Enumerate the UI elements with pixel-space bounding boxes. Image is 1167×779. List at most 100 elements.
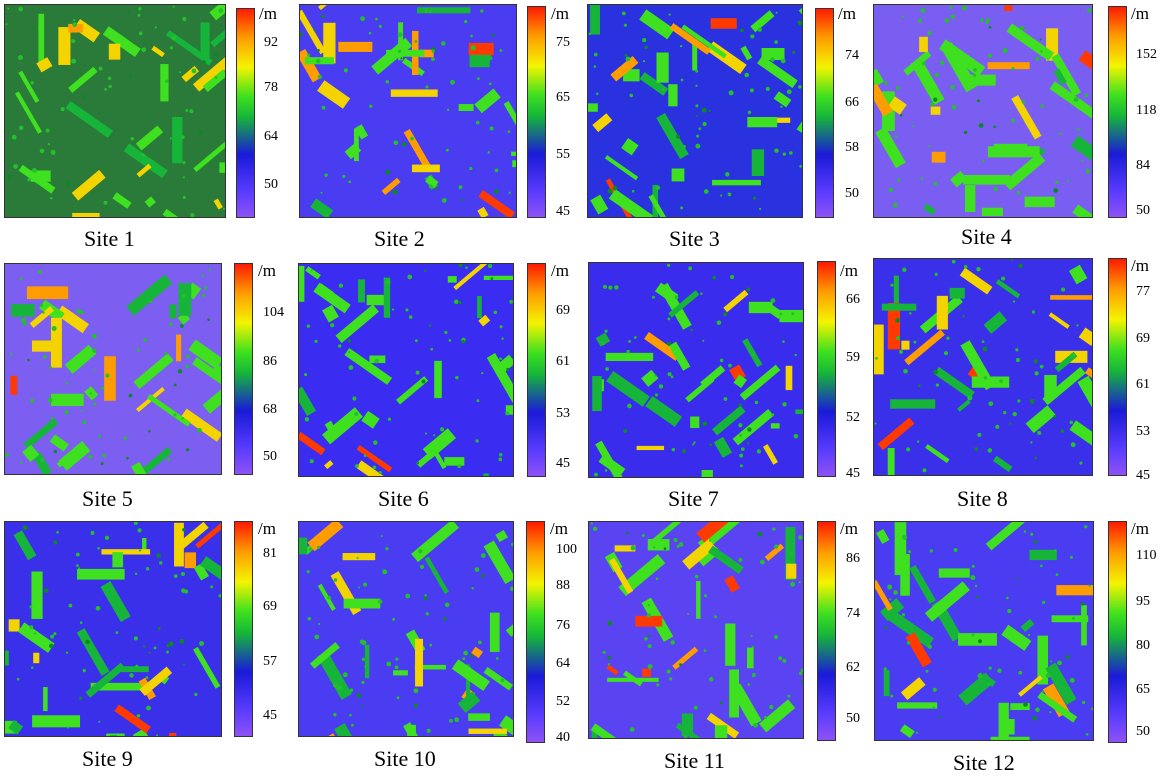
site-11-tick: 86 [846,551,860,566]
site-10-tick: 40 [556,730,570,745]
site-5-tick: 86 [263,354,277,369]
site-4-tick: 84 [1136,158,1150,173]
site-6-caption: Site 6 [378,486,429,511]
site-4-tick: 152 [1136,47,1157,62]
site-2-tick: 45 [556,204,570,219]
site-7-tick: 45 [846,466,860,481]
site-5-tick: 68 [263,402,277,417]
site-8-unit-label: /m [1131,256,1149,275]
site-1-unit-label: /m [259,4,277,23]
site-3-caption: Site 3 [669,226,720,251]
site-10-colorbar [526,521,545,743]
site-9-colorbar [234,521,253,737]
site-10-height-map [298,521,514,737]
site-1-colorbar [236,8,255,218]
site-12-height-map [874,521,1094,741]
site-6-tick: 53 [556,406,570,421]
site-1-tick: 64 [264,129,278,144]
site-4-unit-label: /m [1131,4,1149,23]
site-4-tick: 50 [1136,203,1150,218]
site-7-height-map [588,262,804,478]
site-5-tick: 104 [263,305,284,320]
site-12-tick: 50 [1136,724,1150,739]
site-7-unit-label: /m [840,261,858,280]
site-9-unit-label: /m [258,519,276,538]
site-1-tick: 92 [264,35,278,50]
site-6-unit-label: /m [551,261,569,280]
site-8-caption: Site 8 [957,486,1008,511]
site-6-height-map [298,263,514,477]
site-1-tick: 50 [264,177,278,192]
site-3-height-map [587,4,803,218]
site-2-tick: 75 [556,35,570,50]
site-10-tick: 88 [556,578,570,593]
site-10-tick: 76 [556,618,570,633]
site-5-height-map [4,263,222,475]
site-8-height-map [873,258,1093,476]
site-10-tick: 64 [556,656,570,671]
site-5-tick: 50 [263,449,277,464]
site-4-height-map [873,4,1093,218]
site-8-tick: 53 [1136,424,1150,439]
site-4-caption: Site 4 [961,224,1012,249]
site-10-unit-label: /m [550,519,568,538]
site-11-caption: Site 11 [664,748,725,773]
site-8-tick: 45 [1136,468,1150,483]
site-3-unit-label: /m [838,4,856,23]
site-1-caption: Site 1 [84,226,135,251]
site-2-tick: 65 [556,90,570,105]
site-12-unit-label: /m [1131,519,1149,538]
site-8-tick: 61 [1136,377,1150,392]
site-10-tick: 52 [556,694,570,709]
site-11-tick: 62 [846,660,860,675]
site-9-tick: 81 [263,546,277,561]
site-3-tick: 66 [845,95,859,110]
site-9-height-map [4,521,222,737]
site-1-tick: 78 [264,80,278,95]
site-5-unit-label: /m [258,261,276,280]
site-8-tick: 69 [1136,331,1150,346]
site-5-caption: Site 5 [82,486,133,511]
site-2-caption: Site 2 [374,226,425,251]
site-2-unit-label: /m [551,4,569,23]
site-6-tick: 45 [556,456,570,471]
site-11-tick: 50 [846,711,860,726]
site-3-tick: 74 [845,48,859,63]
site-7-caption: Site 7 [668,486,719,511]
site-11-tick: 74 [846,606,860,621]
site-7-tick: 52 [846,410,860,425]
site-10-tick: 100 [556,542,577,557]
site-6-tick: 61 [556,354,570,369]
site-7-tick: 66 [846,292,860,307]
site-2-colorbar [527,6,546,218]
site-9-tick: 69 [263,599,277,614]
site-7-tick: 59 [846,350,860,365]
site-11-height-map [588,521,804,739]
site-6-tick: 69 [556,303,570,318]
site-3-tick: 58 [845,140,859,155]
site-8-tick: 77 [1136,284,1150,299]
site-1-height-map [4,4,226,218]
site-7-colorbar [817,261,836,477]
site-12-colorbar [1108,521,1127,743]
site-12-tick: 65 [1136,682,1150,697]
site-9-caption: Site 9 [82,746,133,771]
site-8-colorbar [1108,258,1127,476]
site-9-tick: 45 [263,708,277,723]
site-2-tick: 55 [556,147,570,162]
site-4-tick: 118 [1136,103,1157,118]
site-12-tick: 110 [1136,548,1157,563]
site-3-colorbar [815,8,834,218]
site-11-unit-label: /m [840,519,858,538]
site-10-caption: Site 10 [374,746,436,771]
site-6-colorbar [527,263,546,477]
site-4-colorbar [1108,6,1127,218]
site-12-tick: 95 [1136,594,1150,609]
site-2-height-map [299,4,517,218]
site-9-tick: 57 [263,654,277,669]
site-3-tick: 50 [845,186,859,201]
site-11-colorbar [817,521,836,741]
site-12-caption: Site 12 [953,750,1015,775]
site-5-colorbar [234,263,253,475]
site-12-tick: 80 [1136,638,1150,653]
